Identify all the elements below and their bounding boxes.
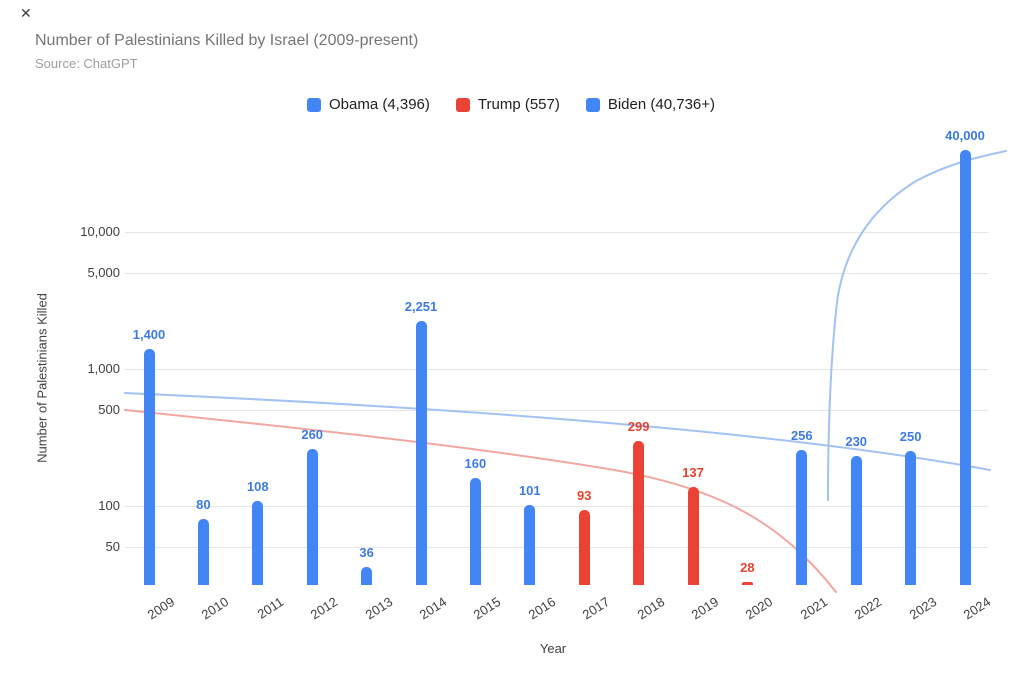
bar-2012[interactable] bbox=[306, 449, 318, 585]
bar-2010[interactable] bbox=[197, 519, 209, 585]
bar-2018[interactable] bbox=[633, 440, 645, 585]
bar-value-label-2017: 93 bbox=[576, 488, 592, 504]
bar-value-label-2024: 40,000 bbox=[945, 127, 985, 143]
legend-swatch-biden bbox=[585, 97, 600, 112]
gridline-10,000 bbox=[125, 232, 988, 233]
y-tick-1,000: 1,000 bbox=[87, 361, 120, 376]
bar-2011[interactable] bbox=[252, 501, 264, 585]
legend-label-biden: Biden (40,736+) bbox=[607, 96, 716, 113]
bar-value-label-2010: 80 bbox=[196, 497, 211, 513]
x-tick-2015: 2015 bbox=[471, 594, 504, 623]
x-tick-2014: 2014 bbox=[416, 594, 450, 623]
legend-label-obama: Obama (4,396) bbox=[328, 96, 430, 113]
y-tick-500: 500 bbox=[98, 402, 120, 417]
bar-value-label-2015: 160 bbox=[464, 456, 487, 472]
bar-2009[interactable] bbox=[143, 348, 155, 585]
x-tick-2023: 2023 bbox=[906, 594, 939, 623]
bar-2023[interactable] bbox=[905, 451, 917, 585]
close-icon[interactable]: ✕ bbox=[20, 5, 32, 21]
x-tick-2019: 2019 bbox=[688, 594, 722, 623]
bar-2020[interactable] bbox=[741, 581, 753, 585]
bar-value-label-2019: 137 bbox=[682, 465, 704, 481]
gridline-500 bbox=[125, 410, 988, 411]
gridline-1,000 bbox=[125, 369, 988, 370]
x-axis-title: Year bbox=[539, 641, 567, 656]
legend-item-trump: Trump (557) bbox=[455, 96, 560, 113]
y-tick-10,000: 10,000 bbox=[80, 224, 120, 239]
legend-item-biden: Biden (40,736+) bbox=[585, 96, 716, 113]
bar-value-label-2014: 2,251 bbox=[404, 298, 438, 314]
bar-2022[interactable] bbox=[850, 456, 862, 585]
bar-2016[interactable] bbox=[524, 505, 536, 585]
legend-swatch-obama bbox=[306, 97, 321, 112]
y-tick-100: 100 bbox=[98, 498, 120, 513]
legend: Obama (4,396) Trump (557) Biden (40,736+) bbox=[0, 96, 1022, 113]
bar-2019[interactable] bbox=[687, 487, 699, 585]
legend-item-obama: Obama (4,396) bbox=[306, 96, 430, 113]
x-tick-2018: 2018 bbox=[634, 594, 667, 623]
x-tick-2020: 2020 bbox=[743, 594, 776, 623]
x-tick-2021: 2021 bbox=[797, 594, 830, 623]
bar-2014[interactable] bbox=[415, 320, 427, 585]
bar-2024[interactable] bbox=[959, 149, 971, 585]
bar-2015[interactable] bbox=[469, 478, 481, 585]
bar-value-label-2012: 260 bbox=[301, 427, 324, 443]
bar-2013[interactable] bbox=[361, 566, 373, 585]
legend-label-trump: Trump (557) bbox=[477, 96, 560, 113]
y-axis-title: Number of Palestinians Killed bbox=[34, 293, 50, 463]
x-tick-2024: 2024 bbox=[960, 594, 994, 623]
bar-2017[interactable] bbox=[578, 510, 590, 585]
x-tick-2017: 2017 bbox=[579, 594, 613, 623]
x-tick-2013: 2013 bbox=[362, 594, 395, 623]
bar-value-label-2016: 101 bbox=[518, 483, 541, 499]
bar-2021[interactable] bbox=[796, 450, 808, 585]
chart-title: Number of Palestinians Killed by Israel … bbox=[35, 32, 419, 49]
y-tick-50: 50 bbox=[105, 539, 120, 554]
bar-value-label-2013: 36 bbox=[359, 544, 374, 560]
x-tick-2009: 2009 bbox=[144, 594, 178, 623]
bar-value-label-2023: 250 bbox=[899, 429, 922, 445]
x-tick-2010: 2010 bbox=[199, 594, 232, 623]
chart-subtitle: Source: ChatGPT bbox=[35, 56, 138, 71]
gridline-5,000 bbox=[125, 273, 988, 274]
x-tick-2011: 2011 bbox=[254, 594, 286, 622]
bar-value-label-2020: 28 bbox=[740, 559, 755, 575]
x-tick-2016: 2016 bbox=[525, 594, 558, 623]
bar-value-label-2021: 256 bbox=[790, 428, 813, 444]
x-tick-2012: 2012 bbox=[307, 594, 341, 623]
bar-value-label-2011: 108 bbox=[246, 479, 269, 495]
x-tick-2022: 2022 bbox=[851, 594, 885, 623]
legend-swatch-trump bbox=[455, 97, 470, 112]
bar-value-label-2009: 1,400 bbox=[132, 326, 166, 342]
bar-value-label-2022: 230 bbox=[845, 434, 868, 450]
y-tick-5,000: 5,000 bbox=[87, 265, 120, 280]
bar-value-label-2018: 299 bbox=[627, 418, 650, 434]
